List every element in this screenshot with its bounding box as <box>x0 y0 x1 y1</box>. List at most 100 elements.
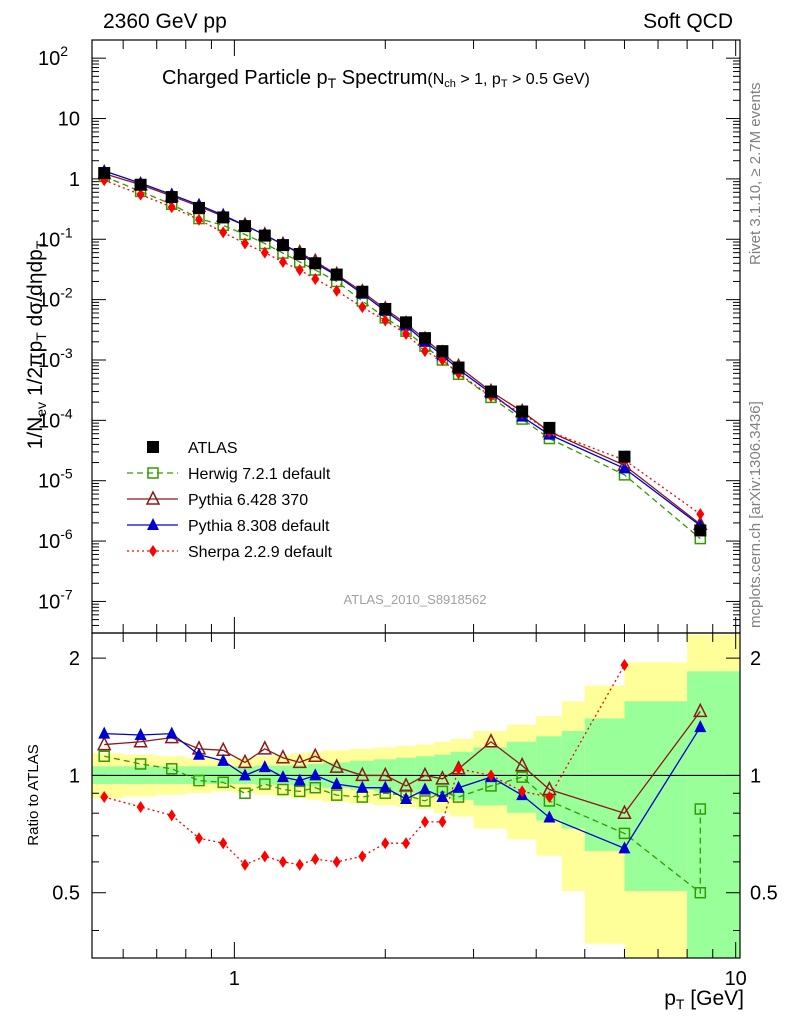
data-point <box>694 524 707 537</box>
series-line <box>103 179 701 515</box>
data-point <box>398 777 414 792</box>
data-point <box>418 782 431 795</box>
data-point <box>165 726 178 739</box>
ratio-data <box>96 659 708 899</box>
data-point <box>147 441 159 453</box>
data-point <box>358 850 367 863</box>
ratio-y-label: 1 <box>69 765 80 787</box>
data-point <box>332 284 341 297</box>
series-herwig-7-2-1-default <box>98 170 707 545</box>
data-point <box>136 188 145 201</box>
data-point <box>617 804 632 819</box>
series-line <box>104 173 701 525</box>
data-point <box>147 467 159 479</box>
data-point <box>329 758 344 773</box>
data-point <box>194 213 203 226</box>
data-point <box>292 753 307 769</box>
data-point <box>518 785 527 798</box>
legend-entry: Pythia 6.428 370 <box>127 490 308 509</box>
ratio-y-label: 0.5 <box>52 883 80 905</box>
x-axis-title: pT [GeV] <box>664 987 744 1012</box>
ratio-line <box>104 726 701 850</box>
ratio-band-inner <box>584 718 625 851</box>
legend-label: Sherpa 2.2.9 default <box>188 544 333 561</box>
data-point <box>219 837 228 850</box>
ratio-y-label: 1 <box>750 765 761 787</box>
y-tick-label: 10-1 <box>38 224 73 251</box>
data-point <box>402 327 411 340</box>
data-point <box>381 837 390 850</box>
data-point <box>192 747 205 760</box>
data-point <box>379 302 392 315</box>
data-point <box>278 256 287 269</box>
data-point <box>258 229 271 242</box>
data-point <box>379 780 392 793</box>
y-tick-label: 10 <box>58 109 80 131</box>
data-point <box>618 827 631 840</box>
data-point <box>402 837 411 850</box>
data-point <box>134 727 147 740</box>
x-tick-label: 10 <box>725 968 747 990</box>
data-point <box>420 815 429 828</box>
ratio-y-label: 0.5 <box>750 883 778 905</box>
data-point <box>484 385 497 398</box>
data-point <box>452 780 465 793</box>
data-point <box>696 508 705 521</box>
data-point <box>452 361 465 374</box>
data-point <box>618 461 631 474</box>
data-point <box>276 239 289 252</box>
legend-entry: Pythia 8.308 default <box>127 518 330 535</box>
data-point <box>620 659 629 672</box>
main-plot: 102 10 1 10-1 10-2 10-3 10-4 10-5 10-6 10-7 Charg… <box>38 39 741 634</box>
y-tick-label: 10-3 <box>38 345 73 372</box>
data-point <box>100 791 109 804</box>
data-point <box>545 791 554 804</box>
data-point <box>694 803 707 815</box>
y-axis-title: 1/Nev 1/2πpT dσ/dηdpT <box>24 240 49 449</box>
legend-entry: ATLAS <box>147 440 238 457</box>
data-point <box>378 766 393 782</box>
category-label: Soft QCD <box>643 10 733 33</box>
data-point <box>330 777 343 790</box>
data-point <box>165 763 178 775</box>
ratio-series-pythia-8-308-default <box>98 720 707 854</box>
rivet-label: Rivet 3.1.10, ≥ 2.7M events <box>747 83 764 266</box>
data-point <box>309 781 322 794</box>
ratio-band-inner <box>624 701 688 892</box>
legend-label: ATLAS <box>188 440 238 457</box>
data-point <box>618 450 631 463</box>
data-point <box>192 201 205 214</box>
legend-label: Herwig 7.2.1 default <box>188 466 331 483</box>
data-point <box>435 770 450 785</box>
data-point <box>238 768 251 781</box>
data-point <box>618 841 631 854</box>
data-point <box>257 740 273 755</box>
chart-title: Charged Particle pT Spectrum(Nch > 1, pT… <box>162 67 590 91</box>
data-point <box>217 776 229 789</box>
data-point <box>694 886 707 899</box>
data-point <box>295 263 304 276</box>
ratio-plot: 0.5 0.5 1 1 2 2 1 10 <box>52 632 778 990</box>
data-point <box>219 226 228 239</box>
data-point <box>436 790 449 803</box>
data-point <box>98 726 111 739</box>
data-point <box>438 815 447 828</box>
ratio-band-inner <box>536 736 562 821</box>
ratio-bands <box>92 634 740 958</box>
ratio-series-pythia-6-428-370 <box>96 702 708 819</box>
data-point <box>96 735 112 751</box>
data-point <box>308 747 323 762</box>
series-line <box>103 175 701 540</box>
legend: ATLAS Herwig 7.2.1 default Pythia 6.428 37… <box>127 440 333 561</box>
y-tick-label: 10-7 <box>38 586 73 613</box>
data-point <box>419 795 431 807</box>
data-point <box>259 778 271 790</box>
data-point <box>420 345 429 358</box>
ratio-frame <box>91 632 741 959</box>
analysis-tag: ATLAS_2010_S8918562 <box>344 592 487 607</box>
data-point <box>381 314 390 327</box>
data-point <box>514 756 530 772</box>
data-point <box>147 518 159 530</box>
data-point <box>356 285 369 298</box>
data-point <box>293 785 306 798</box>
